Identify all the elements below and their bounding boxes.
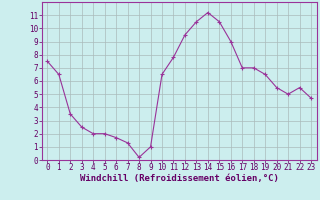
X-axis label: Windchill (Refroidissement éolien,°C): Windchill (Refroidissement éolien,°C) <box>80 174 279 183</box>
